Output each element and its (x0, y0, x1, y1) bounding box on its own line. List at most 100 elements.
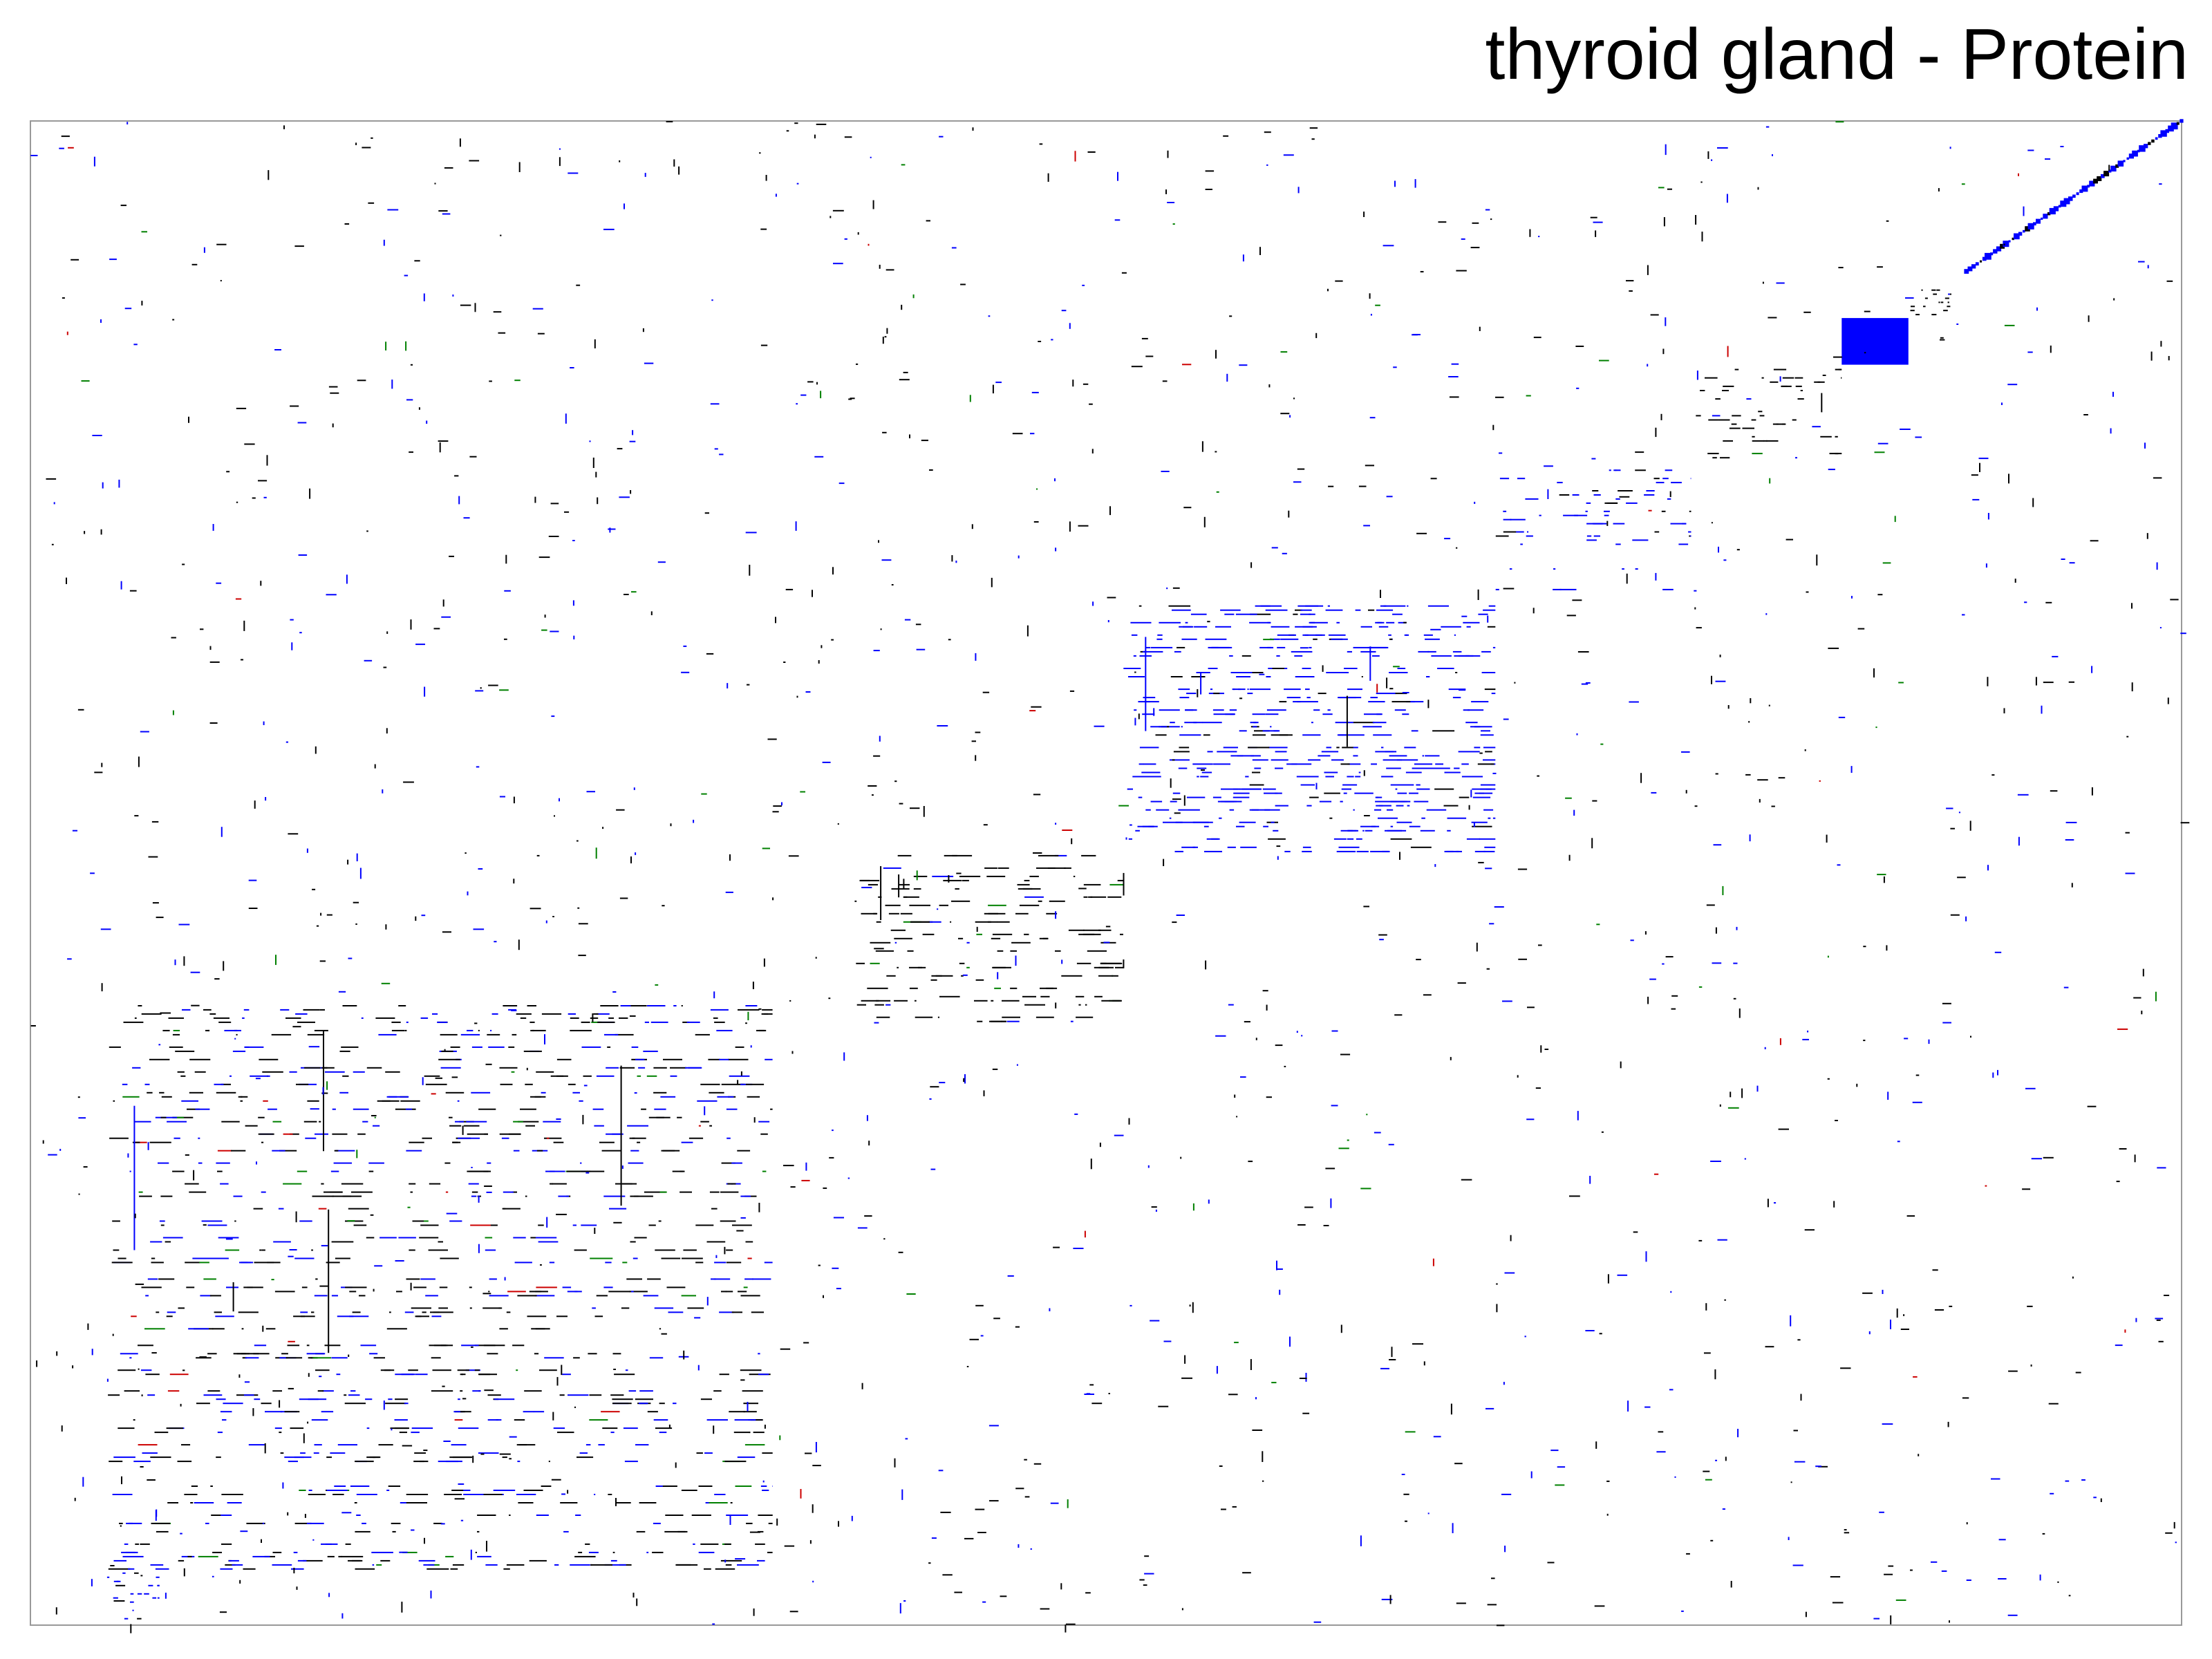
sparse-cell (956, 872, 962, 874)
sparse-cell (903, 371, 908, 373)
sparse-cell (124, 308, 132, 310)
sparse-cell (1886, 220, 1889, 222)
matrix-cell (1275, 805, 1288, 807)
diagonal-cell (2180, 119, 2184, 123)
sparse-cell (1830, 1576, 1841, 1578)
matrix-cell (253, 1208, 263, 1210)
sparse-cell (1655, 427, 1657, 438)
sparse-cell (341, 1512, 352, 1514)
sparse-cell (673, 159, 675, 167)
matrix-cell (285, 1017, 301, 1019)
sparse-cell (868, 785, 877, 787)
matrix-cell (743, 1411, 757, 1413)
matrix-cell (330, 1170, 339, 1172)
sparse-cell (1727, 346, 1729, 357)
matrix-cell (1947, 306, 1951, 308)
sparse-cell (1024, 1459, 1027, 1461)
sparse-cell (100, 928, 111, 930)
sparse-cell (1768, 704, 1770, 706)
matrix-cell (937, 1016, 939, 1018)
matrix-cell (1179, 734, 1201, 736)
matrix-cell (1179, 747, 1190, 749)
sparse-cell (1470, 247, 1480, 249)
sparse-cell (1305, 1373, 1307, 1382)
sparse-cell (1862, 1292, 1873, 1294)
sparse-cell (1894, 516, 1896, 523)
matrix-cell (861, 1000, 879, 1002)
sparse-cell (431, 1093, 436, 1095)
matrix-cell (700, 1083, 720, 1085)
sparse-cell (1950, 827, 1955, 830)
matrix-cell (222, 1419, 227, 1421)
matrix-cell (1821, 393, 1823, 413)
matrix-cell (1272, 668, 1284, 669)
matrix-cell (1275, 767, 1282, 769)
sparse-cell (937, 908, 939, 910)
sparse-cell (1107, 597, 1116, 599)
matrix-cell (604, 1033, 619, 1035)
matrix-cell (177, 1071, 185, 1073)
matrix-cell (450, 1046, 460, 1048)
matrix-cell (944, 854, 957, 856)
matrix-cell (635, 1444, 649, 1446)
matrix-cell (624, 1461, 638, 1463)
sparse-cell (291, 642, 293, 650)
sparse-cell (371, 137, 373, 139)
sparse-cell (789, 1000, 791, 1002)
matrix-cell (554, 1564, 559, 1566)
matrix-cell (1447, 817, 1467, 819)
matrix-cell (1143, 650, 1163, 653)
sparse-cell (1941, 1570, 1947, 1572)
matrix-cell (530, 1096, 541, 1098)
matrix-cell (606, 1133, 622, 1135)
sparse-cell (1405, 1431, 1416, 1433)
sparse-cell (2087, 1105, 2097, 1107)
sparse-cell (234, 1038, 236, 1040)
matrix-cell (242, 1357, 247, 1359)
sparse-cell (1868, 1331, 1871, 1335)
matrix-cell (740, 1369, 762, 1371)
sparse-cell (1877, 442, 1888, 444)
matrix-cell (708, 1058, 720, 1060)
plot-area (30, 119, 2190, 1633)
sparse-cell (1776, 282, 1785, 284)
matrix-cell (1088, 896, 1107, 898)
sparse-cell (683, 1350, 685, 1360)
sparse-cell (1595, 230, 1597, 237)
matrix-cell (365, 1398, 373, 1400)
matrix-cell (647, 1411, 658, 1413)
sparse-cell (1890, 1320, 1891, 1329)
matrix-cell (1671, 482, 1682, 484)
sparse-cell (214, 978, 220, 980)
diagonal-cell (2126, 157, 2129, 160)
matrix-cell (128, 1568, 135, 1570)
matrix-cell (598, 1444, 605, 1446)
matrix-cell (296, 1083, 309, 1085)
sparse-cell (809, 1540, 812, 1544)
matrix-cell (297, 1559, 307, 1562)
matrix-cell (1155, 734, 1167, 736)
sparse-cell (385, 341, 387, 350)
matrix-cell (306, 1344, 310, 1347)
matrix-cell (1792, 419, 1797, 421)
sparse-cell (74, 1497, 76, 1501)
matrix-cell (527, 1315, 547, 1318)
matrix-cell (159, 1091, 165, 1094)
sparse-cell (823, 1295, 824, 1298)
sparse-cell (1757, 779, 1768, 781)
matrix-cell (1492, 817, 1496, 819)
matrix-cell (758, 1121, 770, 1123)
matrix-cell (1481, 672, 1496, 673)
sparse-cell (474, 303, 476, 312)
sparse-cell (1576, 387, 1580, 389)
sparse-cell (289, 1249, 297, 1250)
sparse-cell (1992, 1072, 1994, 1078)
matrix-cell (609, 1208, 627, 1210)
matrix-cell (262, 1071, 283, 1073)
matrix-cell (874, 1004, 884, 1006)
matrix-cell (1172, 759, 1175, 761)
sparse-cell (1403, 621, 1407, 624)
sparse-cell (559, 157, 561, 167)
matrix-cell (395, 1398, 409, 1400)
sparse-cell (460, 304, 471, 306)
